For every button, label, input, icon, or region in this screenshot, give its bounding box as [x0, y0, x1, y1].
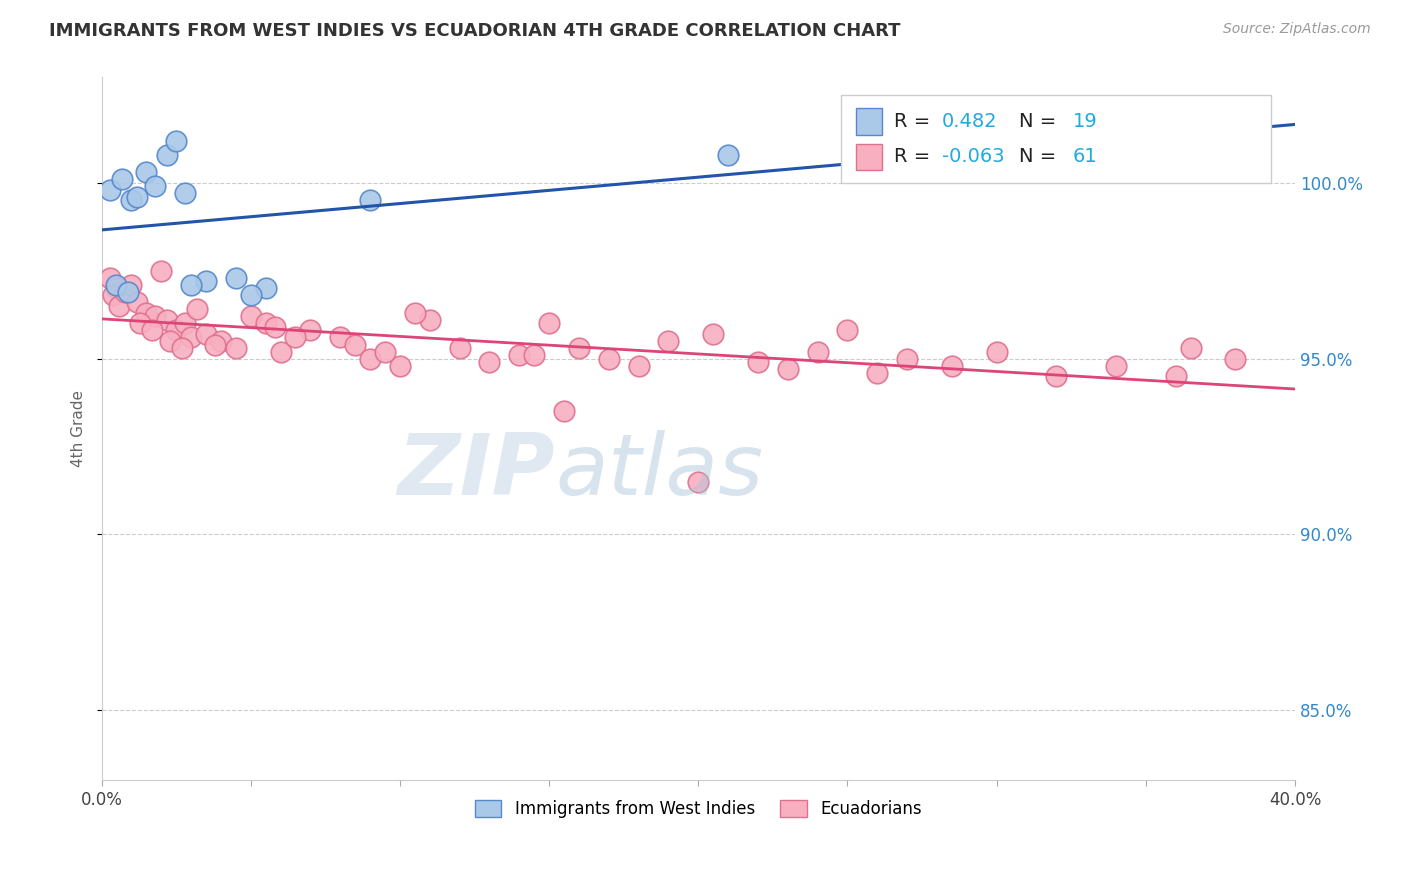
Point [108, 299, 131, 313]
Point [174, 186, 197, 201]
Point [159, 334, 181, 348]
Point [374, 344, 396, 359]
Point [263, 320, 285, 334]
Text: 19: 19 [1073, 112, 1098, 131]
Point [270, 344, 292, 359]
Point [143, 179, 166, 194]
Text: ZIP: ZIP [398, 430, 555, 513]
Point [150, 264, 173, 278]
Point [419, 313, 441, 327]
Point [747, 355, 769, 369]
Point [186, 302, 208, 317]
Point [896, 351, 918, 366]
FancyBboxPatch shape [856, 108, 882, 135]
Point [180, 277, 202, 292]
Point [553, 404, 575, 418]
Point [120, 277, 142, 292]
Point [254, 281, 277, 295]
Legend: Immigrants from West Indies, Ecuadorians: Immigrants from West Indies, Ecuadorians [468, 793, 928, 825]
Point [127, 295, 149, 310]
Point [156, 313, 179, 327]
Point [204, 337, 226, 351]
Point [688, 475, 710, 489]
Point [239, 310, 262, 324]
Point [837, 323, 859, 337]
Text: 0.482: 0.482 [942, 112, 997, 131]
Point [404, 306, 426, 320]
Point [1164, 369, 1187, 384]
Point [225, 341, 247, 355]
Point [508, 348, 530, 362]
Point [174, 317, 197, 331]
Point [478, 355, 501, 369]
Text: 61: 61 [1073, 147, 1098, 167]
Point [329, 330, 352, 344]
Point [194, 274, 217, 288]
Point [180, 330, 202, 344]
Point [359, 351, 381, 366]
Point [1090, 123, 1112, 137]
Point [776, 362, 799, 376]
Text: N =: N = [1019, 112, 1063, 131]
Point [165, 134, 187, 148]
Point [129, 317, 152, 331]
Text: IMMIGRANTS FROM WEST INDIES VS ECUADORIAN 4TH GRADE CORRELATION CHART: IMMIGRANTS FROM WEST INDIES VS ECUADORIA… [49, 22, 901, 40]
Point [135, 306, 157, 320]
Point [209, 334, 232, 348]
Point [156, 147, 179, 161]
Point [538, 317, 561, 331]
Point [239, 288, 262, 302]
Point [807, 344, 830, 359]
Text: R =: R = [894, 112, 936, 131]
Point [284, 330, 307, 344]
Text: -0.063: -0.063 [942, 147, 1004, 167]
Point [254, 317, 277, 331]
Text: atlas: atlas [555, 430, 763, 513]
Point [143, 310, 166, 324]
Point [1045, 369, 1067, 384]
Text: Source: ZipAtlas.com: Source: ZipAtlas.com [1223, 22, 1371, 37]
Point [359, 194, 381, 208]
Point [165, 323, 187, 337]
Point [105, 277, 128, 292]
Point [103, 288, 125, 302]
Point [702, 326, 724, 341]
Point [449, 341, 471, 355]
Point [986, 344, 1008, 359]
Point [598, 351, 620, 366]
FancyBboxPatch shape [856, 144, 882, 170]
FancyBboxPatch shape [841, 95, 1271, 183]
Point [388, 359, 411, 373]
Point [114, 285, 136, 299]
Point [172, 341, 194, 355]
Point [1180, 341, 1202, 355]
Point [523, 348, 546, 362]
Y-axis label: 4th Grade: 4th Grade [72, 391, 86, 467]
Text: R =: R = [894, 147, 936, 167]
Point [111, 172, 134, 186]
Point [941, 359, 963, 373]
Point [135, 165, 157, 179]
Point [194, 326, 217, 341]
Point [717, 147, 740, 161]
Point [299, 323, 322, 337]
Point [1105, 359, 1128, 373]
Point [568, 341, 591, 355]
Point [117, 285, 139, 299]
Point [225, 270, 247, 285]
Point [1225, 351, 1247, 366]
Point [344, 337, 367, 351]
Point [120, 194, 142, 208]
Point [627, 359, 650, 373]
Point [657, 334, 679, 348]
Point [100, 270, 122, 285]
Text: N =: N = [1019, 147, 1063, 167]
Point [866, 366, 889, 380]
Point [141, 323, 163, 337]
Point [100, 183, 122, 197]
Point [127, 190, 149, 204]
Point [105, 281, 128, 295]
